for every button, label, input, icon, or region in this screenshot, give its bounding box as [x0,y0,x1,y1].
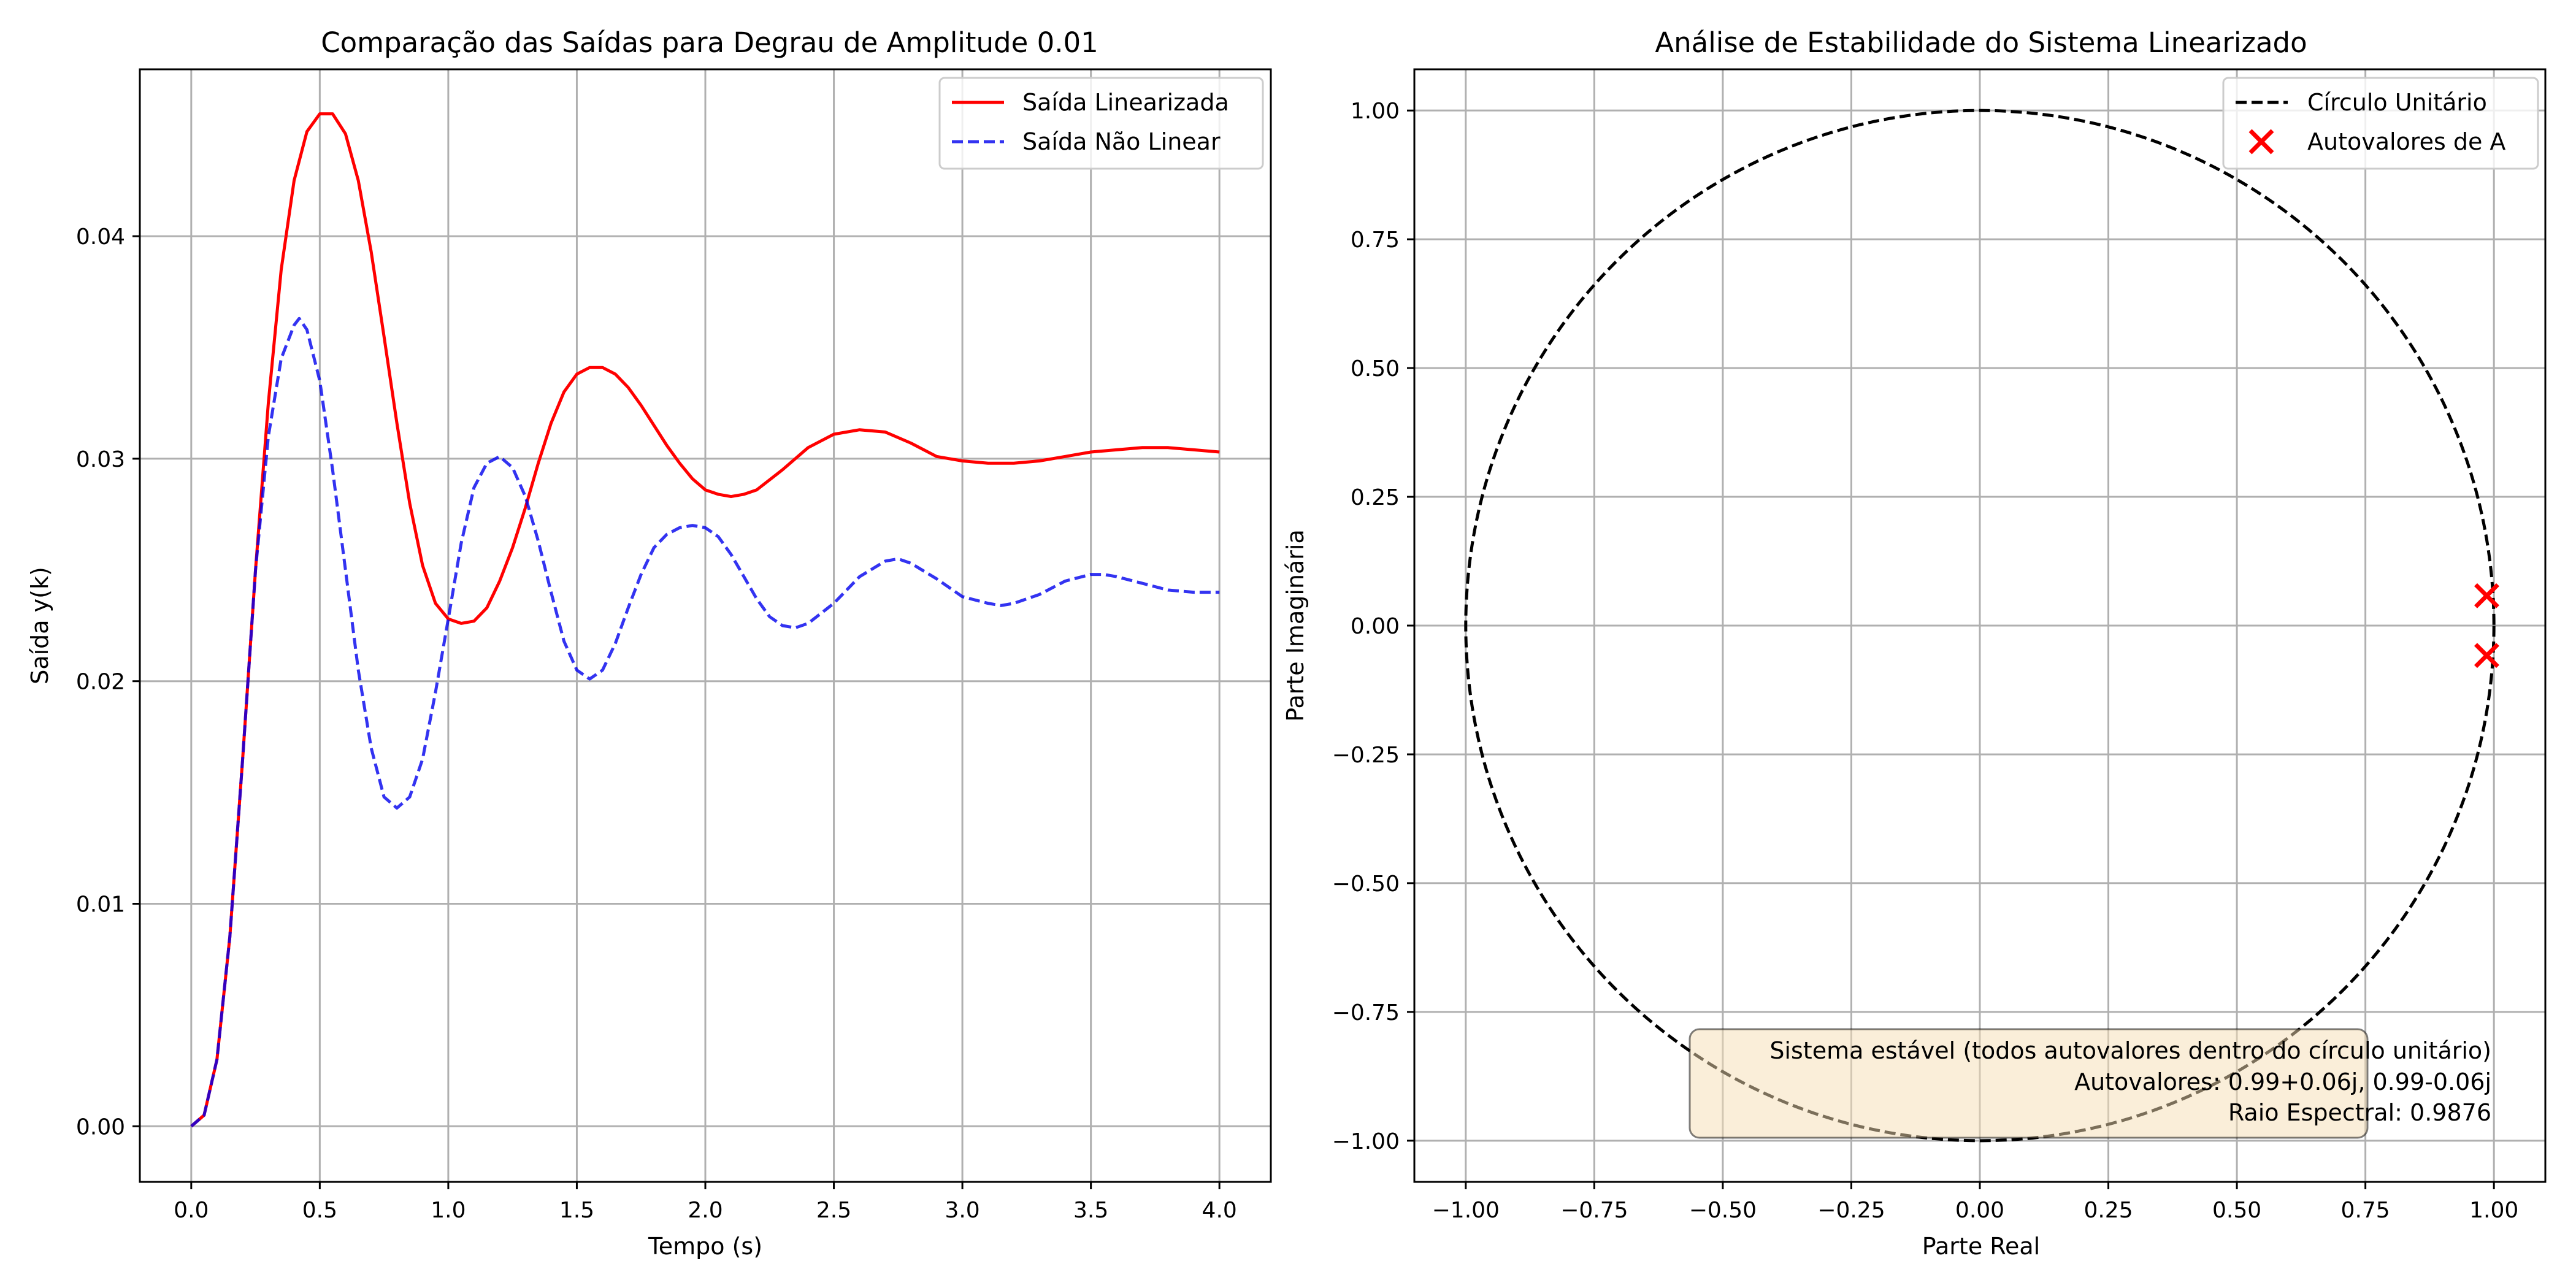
legend-label-eigenvalues: Autovalores de A [2307,128,2505,155]
legend-box [938,77,1264,170]
y-axis-ticks: 0.00 0.01 0.02 0.03 0.04 [76,224,140,1140]
annotation-line-1: Sistema estável (todos autovalores dentr… [1769,1037,2491,1064]
annotation-background [1689,1028,2369,1139]
chart-title: Análise de Estabilidade do Sistema Linea… [1655,26,2307,59]
x-tick-label: −0.25 [1817,1198,1885,1223]
x-tick-label: 3.0 [945,1198,979,1223]
annotation-line-2: Autovalores: 0.99+0.06j, 0.99-0.06j [2074,1068,2491,1095]
legend-swatch-eigenvalues [2248,129,2274,155]
legend-label-unit-circle: Círculo Unitário [2307,89,2487,116]
x-axis-label: Tempo (s) [648,1233,762,1260]
legend-box [2222,77,2539,170]
x-tick-label: 0.25 [2083,1198,2133,1223]
x-tick-label: 1.0 [431,1198,466,1223]
y-tick-label: 0.02 [76,670,125,695]
x-tick-label: 2.5 [816,1198,851,1223]
y-tick-label: 1.00 [1351,99,1400,124]
y-tick-label: −1.00 [1332,1129,1400,1154]
y-axis-label: Saída y(k) [26,567,53,684]
chart-title: Comparação das Saídas para Degrau de Amp… [321,26,1098,59]
x-tick-label: 0.5 [302,1198,337,1223]
x-tick-label: 4.0 [1202,1198,1237,1223]
series-line-nao-linear [190,316,1220,1128]
annotation-line-3: Raio Espectral: 0.9876 [2228,1099,2491,1126]
x-tick-label: 3.5 [1073,1198,1108,1223]
y-tick-label: 0.01 [76,892,125,918]
y-tick-label: −0.50 [1332,872,1400,897]
y-axis-ticks: −1.00 −0.75 −0.50 −0.25 0.00 0.25 0.50 0.75 1.00 [1332,99,1414,1154]
chart-stability: Análise de Estabilidade do Sistema Linea… [1282,26,2547,1260]
x-tick-label: 1.00 [2469,1198,2518,1223]
grid-lines [140,69,1271,1182]
y-tick-label: −0.75 [1332,1000,1400,1025]
marks-group [1464,109,2499,1143]
y-tick-label: 0.75 [1351,228,1400,253]
y-tick-label: 0.03 [76,447,125,472]
x-tick-label: −1.00 [1432,1198,1500,1223]
x-axis-ticks: 0.0 0.5 1.0 1.5 2.0 2.5 3.0 3.5 4.0 [174,1182,1237,1223]
eigenvalue-marker-negative [2474,643,2499,669]
eigenvalue-marker-positive [2474,583,2499,608]
chart-step-response: Comparação das Saídas para Degrau de Amp… [26,26,1272,1260]
y-tick-label: 0.04 [76,224,125,250]
x-tick-label: −0.75 [1560,1198,1628,1223]
y-tick-label: 0.00 [1351,614,1400,639]
x-axis-ticks: −1.00 −0.75 −0.50 −0.25 0.00 0.25 0.50 0.75 1.00 [1432,1182,2518,1223]
x-tick-label: 0.0 [174,1198,209,1223]
x-tick-label: 1.5 [559,1198,594,1223]
y-tick-label: 0.25 [1351,485,1400,510]
y-axis-label: Parte Imaginária [1282,529,1309,722]
series-group [190,112,1220,1128]
legend: Círculo Unitário Autovalores de A [2222,77,2539,170]
x-tick-label: 0.50 [2212,1198,2261,1223]
legend: Saída Linearizada Saída Não Linear [938,77,1264,170]
unit-circle [1464,109,2496,1143]
series-line-linearizada [190,112,1220,1128]
grid-lines [1414,69,2545,1182]
annotation-box: Sistema estável (todos autovalores dentr… [1689,1028,2491,1139]
x-tick-label: −0.50 [1689,1198,1757,1223]
x-axis-label: Parte Real [1922,1233,2040,1260]
x-tick-label: 0.00 [1955,1198,2004,1223]
y-tick-label: −0.25 [1332,743,1400,768]
y-tick-label: 0.50 [1351,356,1400,381]
y-tick-label: 0.00 [76,1114,125,1140]
legend-label-nao-linear: Saída Não Linear [1022,128,1221,155]
x-tick-label: 2.0 [688,1198,723,1223]
legend-label-linearizada: Saída Linearizada [1022,89,1229,116]
x-tick-label: 0.75 [2341,1198,2390,1223]
